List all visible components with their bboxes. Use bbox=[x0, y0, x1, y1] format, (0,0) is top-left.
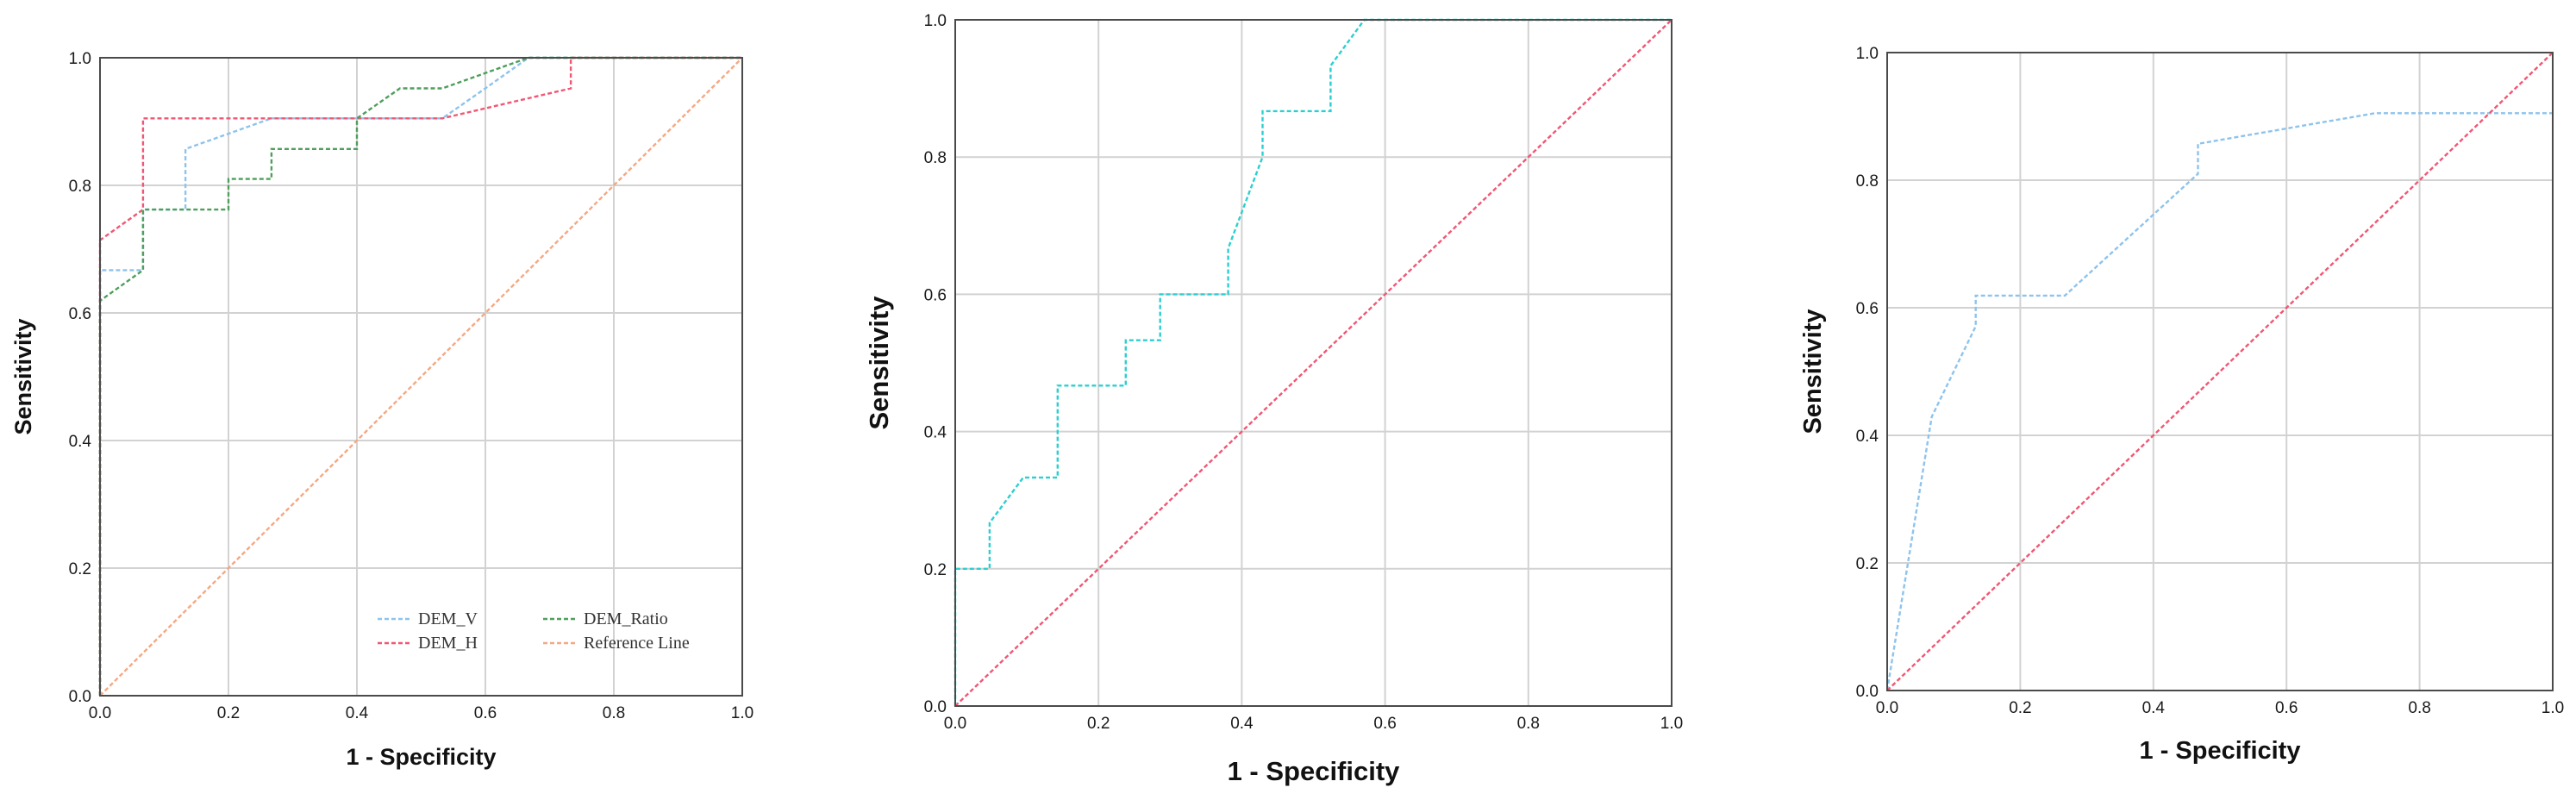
y-tick-label: 1.0 bbox=[69, 50, 91, 68]
roc-chart-1: 0.0 0.2 0.4 0.6 0.8 1.0 0.0 0.2 0.4 0.6 0.8 1.0 1 - … bbox=[10, 50, 753, 770]
series-line-dem-ratio bbox=[98, 56, 742, 696]
x-axis-label: 1 - Specificity bbox=[346, 744, 496, 770]
y-tick-label: 0.2 bbox=[1856, 555, 1879, 573]
x-tick-label: 0.2 bbox=[217, 704, 240, 722]
x-tick-label: 1.0 bbox=[2542, 699, 2564, 717]
y-tick-label: 0.8 bbox=[69, 178, 91, 196]
y-tick-label: 0.2 bbox=[69, 560, 91, 578]
y-tick-label: 0.4 bbox=[69, 433, 92, 451]
legend: DEM_V DEM_H DEM_Ratio Reference Line bbox=[378, 609, 690, 653]
x-tick-label: 0.6 bbox=[2275, 699, 2298, 717]
y-tick-label: 0.8 bbox=[924, 149, 947, 167]
roc-chart-2: 0.0 0.2 0.4 0.6 0.8 1.0 0.0 0.2 0.4 0.6 0.8 1.0 1 - … bbox=[864, 12, 1683, 786]
plot-frame bbox=[99, 57, 743, 697]
y-tick-label: 0.6 bbox=[69, 305, 91, 323]
y-axis-label: Sensitivity bbox=[1799, 309, 1827, 434]
x-tick-label: 0.4 bbox=[346, 704, 369, 722]
x-tick-label: 0.6 bbox=[1373, 715, 1396, 733]
y-axis-label: Sensitivity bbox=[864, 296, 894, 430]
x-tick-label: 0.8 bbox=[2408, 699, 2430, 717]
x-axis-label: 1 - Specificity bbox=[2140, 737, 2301, 765]
x-tick-label: 0.4 bbox=[2142, 699, 2166, 717]
x-tick-label: 0.6 bbox=[474, 704, 497, 722]
series-line-dem-v bbox=[98, 56, 742, 696]
x-tick-label: 0.0 bbox=[1876, 699, 1898, 717]
x-tick-label: 0.4 bbox=[1230, 715, 1254, 733]
y-tick-label: 0.8 bbox=[1856, 172, 1879, 191]
y-axis-label: Sensitivity bbox=[10, 318, 36, 434]
x-tick-label: 0.8 bbox=[1517, 715, 1540, 733]
y-tick-label: 0.4 bbox=[924, 424, 947, 442]
y-tick-label: 0.6 bbox=[1856, 300, 1879, 318]
x-tick-label: 0.2 bbox=[2009, 699, 2031, 717]
y-tick-label: 0.6 bbox=[924, 286, 947, 304]
series-line-1 bbox=[953, 18, 1672, 706]
y-tick-label: 0.0 bbox=[1856, 683, 1879, 701]
legend-label-dem-h: DEM_H bbox=[418, 634, 478, 653]
x-tick-label: 0.2 bbox=[1087, 715, 1110, 733]
y-tick-label: 0.4 bbox=[1856, 428, 1879, 446]
x-tick-label: 0.0 bbox=[89, 704, 111, 722]
y-tick-label: 0.0 bbox=[69, 688, 91, 706]
y-tick-label: 1.0 bbox=[1856, 45, 1879, 63]
roc-chart-3: 0.0 0.2 0.4 0.6 0.8 1.0 0.0 0.2 0.4 0.6 0.8 1.0 1 - … bbox=[1799, 45, 2564, 765]
x-axis-label: 1 - Specificity bbox=[1228, 756, 1401, 786]
legend-label-reference-line: Reference Line bbox=[584, 634, 690, 653]
x-tick-label: 0.0 bbox=[944, 715, 966, 733]
plot-frame bbox=[954, 19, 1673, 707]
series-line-1 bbox=[1885, 112, 2553, 691]
y-tick-label: 1.0 bbox=[924, 12, 947, 30]
y-tick-label: 0.2 bbox=[924, 561, 947, 579]
series-line-2 bbox=[954, 19, 1673, 707]
series-line-dem-h bbox=[98, 56, 742, 696]
x-tick-label: 1.0 bbox=[731, 704, 753, 722]
series-line-reference-line bbox=[99, 57, 743, 697]
legend-label-dem-ratio: DEM_Ratio bbox=[584, 609, 668, 628]
plot-frame bbox=[1886, 52, 2554, 691]
x-tick-label: 1.0 bbox=[1660, 715, 1683, 733]
y-tick-label: 0.0 bbox=[924, 698, 947, 716]
legend-label-dem-v: DEM_V bbox=[418, 609, 478, 628]
series-line-2 bbox=[1886, 52, 2554, 691]
x-tick-label: 0.8 bbox=[603, 704, 625, 722]
